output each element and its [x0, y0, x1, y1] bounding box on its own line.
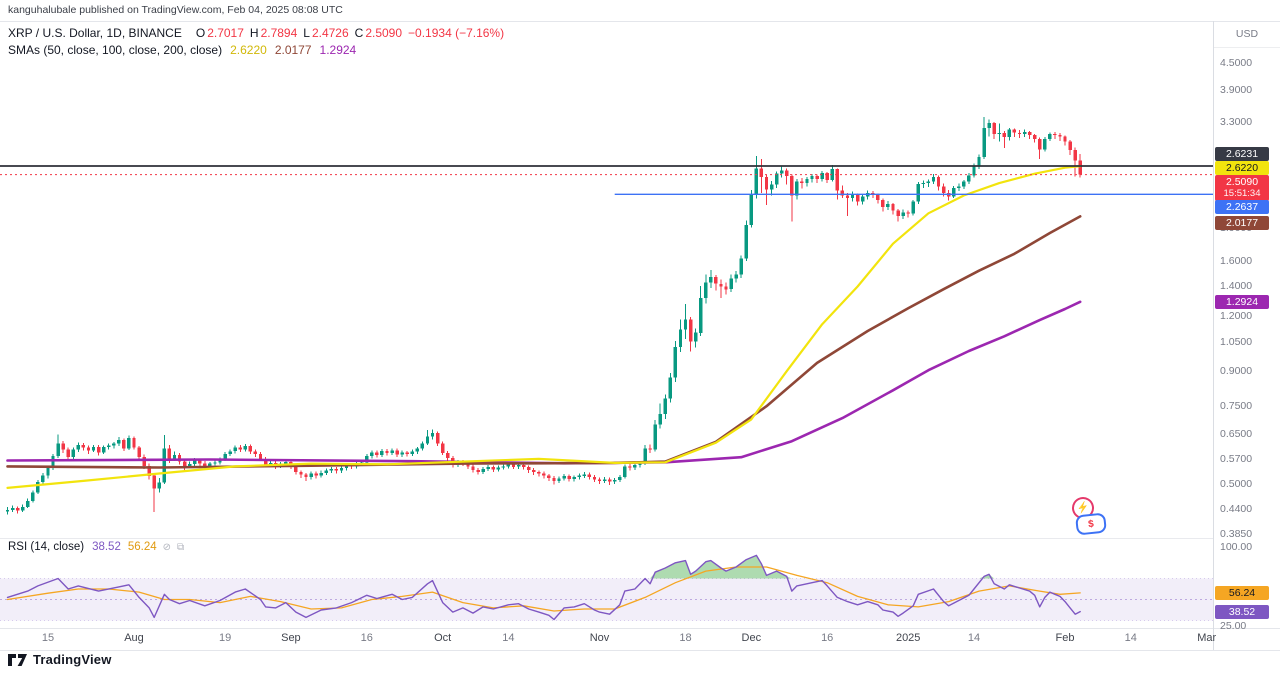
pane-divider[interactable]: [0, 538, 1213, 539]
price-axis-label: 0.7500: [1220, 400, 1253, 413]
time-axis-label: Nov: [589, 632, 610, 644]
price-axis-label: 0.3850: [1220, 528, 1253, 541]
high-value: 2.7894: [260, 26, 298, 40]
close-value: 2.5090: [365, 26, 403, 40]
time-axis-label: 15: [41, 632, 55, 644]
price-axis-label: 1.4000: [1220, 280, 1253, 293]
rsi-axis-label: 25.00: [1220, 619, 1247, 632]
rsi-legend: RSI (14, close) 38.52 56.24 ⊘ ⧉: [8, 541, 184, 553]
price-badge-value: 2.5090: [1225, 175, 1259, 188]
price-badge-last: 2.5090 15:51:34: [1215, 174, 1269, 201]
attribution-text: kanguhalubale published on TradingView.c…: [8, 4, 343, 16]
brand-name: TradingView: [33, 652, 112, 667]
time-axis-label: Sep: [281, 632, 301, 644]
price-badge-sma100: 2.0177: [1215, 216, 1269, 231]
sma100-value: 2.0177: [274, 43, 312, 57]
time-axis-label: 14: [502, 632, 515, 644]
price-badge-sma50: 2.6220: [1215, 161, 1269, 176]
time-axis-label: 14: [967, 632, 981, 644]
price-axis-label: 1.0500: [1220, 335, 1253, 348]
price-axis-label: 0.4400: [1220, 502, 1253, 515]
price-badge-value: 1.2924: [1225, 295, 1259, 308]
price-badge-sma200: 1.2924: [1215, 294, 1269, 309]
price-axis-label: 3.9000: [1220, 83, 1253, 96]
price-badge-blue: 2.2637: [1215, 200, 1269, 215]
time-axis-label: 2025: [895, 632, 921, 644]
price-axis-label: 1.6000: [1220, 254, 1253, 267]
price-badge-value: 2.6220: [1225, 162, 1259, 175]
rsi-badge-ma: 56.24: [1215, 585, 1269, 600]
time-axis-label: Dec: [741, 632, 762, 644]
low-value: 2.4726: [311, 26, 349, 40]
header-divider: [0, 21, 1280, 22]
time-axis-label: 16: [360, 632, 373, 644]
open-label: O: [195, 26, 206, 40]
rsi-axis-label: 100.00: [1220, 541, 1253, 553]
price-axis-label: 4.5000: [1220, 56, 1253, 69]
sma50-value: 2.6220: [230, 43, 267, 57]
price-axis-label: 0.6500: [1220, 427, 1253, 440]
money-sticker[interactable]: $: [1075, 512, 1107, 536]
time-axis-label: 16: [821, 632, 834, 644]
high-label: H: [249, 26, 259, 40]
price-axis-currency[interactable]: USD: [1214, 22, 1280, 48]
price-badge-value: 2.2637: [1225, 201, 1259, 214]
more-options-icon[interactable]: ⧉: [177, 542, 185, 553]
price-axis-border: [1213, 21, 1214, 650]
rsi-badge-rsi: 38.52: [1215, 604, 1269, 619]
change-value: −0.1934 (−7.16%): [408, 26, 505, 40]
open-value: 2.7017: [207, 26, 244, 40]
tradingview-mark-icon: [8, 653, 27, 666]
price-axis-label: 0.5700: [1220, 452, 1253, 465]
close-label: C: [354, 26, 364, 40]
price-axis-label: 0.9000: [1220, 365, 1253, 378]
tradingview-logo[interactable]: TradingView: [8, 652, 112, 667]
bar-close-countdown: 15:51:34: [1223, 187, 1261, 199]
time-axis[interactable]: 15 Aug 19 Sep 16 Oct 14 Nov 18 Dec 16 2025 14 Feb 14 Ma…: [0, 632, 1217, 648]
low-label: L: [303, 26, 310, 40]
price-axis-label: 1.2000: [1220, 310, 1253, 323]
eye-icon[interactable]: ⊘: [162, 542, 172, 553]
sma-indicator-title[interactable]: SMAs (50, close, 100, close, 200, close): [8, 43, 223, 57]
rsi-ma-value: 56.24: [127, 541, 157, 553]
rsi-indicator-title[interactable]: RSI (14, close): [8, 541, 85, 553]
price-axis-label: 0.5000: [1220, 477, 1253, 490]
time-axis-label: Feb: [1055, 632, 1075, 644]
sma-legend: SMAs (50, close, 100, close, 200, close)…: [8, 43, 356, 57]
time-axis-label: Oct: [434, 632, 452, 644]
symbol-legend: XRP / U.S. Dollar, 1D, BINANCE O 2.7017 H 2.…: [8, 26, 504, 40]
time-axis-label: Mar: [1197, 632, 1217, 644]
rsi-value: 38.52: [92, 541, 121, 553]
time-axis-label: 18: [679, 632, 692, 644]
price-badge-value: 2.0177: [1225, 217, 1259, 230]
price-badge-level: 2.6231: [1215, 147, 1269, 162]
symbol-title[interactable]: XRP / U.S. Dollar, 1D, BINANCE: [8, 26, 182, 40]
time-axis-label: 19: [218, 632, 232, 644]
footer-divider: [0, 650, 1280, 651]
price-axis-label: 3.3000: [1220, 116, 1253, 128]
time-axis-label: Aug: [124, 632, 144, 644]
time-axis-divider: [0, 628, 1280, 629]
time-axis-label: 14: [1124, 632, 1137, 644]
sma200-value: 1.2924: [319, 43, 357, 57]
price-badge-value: 2.6231: [1225, 148, 1259, 161]
